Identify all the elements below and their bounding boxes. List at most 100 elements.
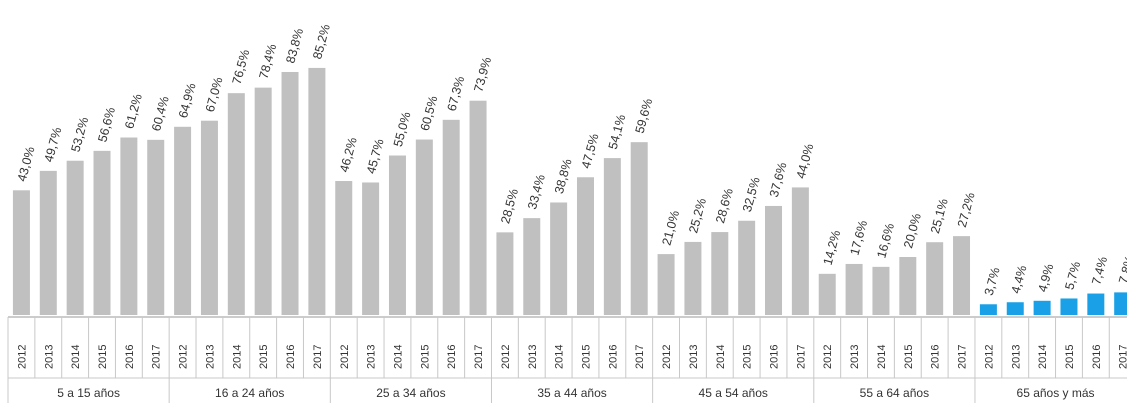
- value-label: 85,2%: [310, 23, 333, 61]
- value-label: 43,0%: [15, 145, 38, 183]
- value-label: 25,1%: [928, 197, 951, 235]
- group-label: 16 a 24 años: [215, 386, 284, 400]
- axis-grid: [8, 316, 1127, 379]
- bar-65-años-y-más-2014: [1033, 300, 1051, 315]
- bar-35-a-44-años-2012: [496, 232, 514, 315]
- bar-55-a-64-años-2014: [872, 266, 890, 315]
- year-tick-label: 2016: [1091, 345, 1103, 369]
- value-label: 17,6%: [847, 219, 870, 257]
- bar-45-a-54-años-2015: [738, 220, 756, 315]
- value-label: 47,5%: [579, 132, 602, 170]
- bar-25-a-34-años-2013: [362, 182, 380, 315]
- value-labels: 43,0%49,7% 53,2% 56,6% 61,2% 60,4% 64,9% 67,0%…: [15, 23, 1127, 297]
- group-label: 55 a 64 años: [860, 386, 929, 400]
- bar-45-a-54-años-2013: [684, 241, 702, 315]
- year-tick-label: 2012: [983, 345, 995, 369]
- value-label: 56,6%: [95, 106, 118, 144]
- year-tick-label: 2017: [634, 345, 646, 369]
- value-label: 54,1%: [606, 113, 629, 151]
- value-label: 4,4%: [1009, 264, 1030, 295]
- group-label: 5 a 15 años: [57, 386, 120, 400]
- bar-16-a-24-años-2017: [308, 67, 326, 315]
- value-label: 4,9%: [1035, 262, 1056, 293]
- value-label: 44,0%: [794, 142, 817, 180]
- bar-16-a-24-años-2015: [254, 87, 272, 315]
- bar-35-a-44-años-2015: [576, 177, 594, 315]
- year-tick-label: 2014: [715, 345, 727, 369]
- bar-55-a-64-años-2017: [953, 236, 971, 315]
- year-tick-label: 2015: [580, 345, 592, 369]
- value-label: 59,6%: [633, 97, 656, 135]
- group-label: 45 a 54 años: [699, 386, 768, 400]
- value-label: 55,0%: [391, 110, 414, 148]
- value-label: 64,9%: [176, 82, 199, 120]
- year-tick-label: 2012: [339, 345, 351, 369]
- year-tick-label: 2014: [554, 345, 566, 369]
- bar-25-a-34-años-2016: [442, 119, 460, 315]
- group-label: 35 a 44 años: [537, 386, 606, 400]
- group-label: 65 años y más: [1017, 386, 1095, 400]
- year-tick-label: 2016: [285, 345, 297, 369]
- year-tick-label: 2014: [392, 345, 404, 369]
- value-label: 25,2%: [686, 197, 709, 235]
- year-tick-label: 2012: [178, 345, 190, 369]
- value-label: 78,4%: [257, 43, 280, 81]
- bar-25-a-34-años-2014: [388, 155, 406, 315]
- year-tick-label: 2013: [527, 345, 539, 369]
- bar-35-a-44-años-2014: [550, 202, 568, 315]
- value-label: 67,0%: [203, 76, 226, 114]
- bar-5-a-15-años-2016: [120, 137, 138, 315]
- bar-55-a-64-años-2012: [818, 273, 836, 315]
- year-tick-label: 2015: [97, 345, 109, 369]
- year-tick-label: 2015: [903, 345, 915, 369]
- year-tick-label: 2013: [204, 345, 216, 369]
- bar-35-a-44-años-2013: [523, 218, 541, 315]
- bar-5-a-15-años-2015: [93, 150, 111, 315]
- bar-45-a-54-años-2016: [765, 205, 783, 315]
- bar-5-a-15-años-2017: [147, 139, 165, 315]
- value-label: 67,3%: [445, 75, 468, 113]
- value-label: 27,2%: [955, 191, 978, 229]
- year-tick-labels: 2012 2013 2014 2015 2016 2017 2012 2013 2014 2015…: [7, 317, 1127, 378]
- value-label: 28,5%: [498, 187, 521, 225]
- value-label: 73,9%: [471, 56, 494, 94]
- value-label: 61,2%: [122, 92, 145, 130]
- year-tick-label: 2014: [231, 345, 243, 369]
- year-tick-label: 2013: [1010, 345, 1022, 369]
- bar-55-a-64-años-2016: [926, 242, 944, 315]
- year-tick-label: 2015: [419, 345, 431, 369]
- value-label: 33,4%: [525, 173, 548, 211]
- value-label: 16,6%: [874, 222, 897, 260]
- year-tick-label: 2016: [124, 345, 136, 369]
- value-label: 60,5%: [418, 94, 441, 132]
- bar-45-a-54-años-2017: [791, 187, 809, 315]
- year-tick-label: 2014: [876, 345, 888, 369]
- bar-25-a-34-años-2012: [335, 181, 353, 315]
- value-label: 76,5%: [230, 48, 253, 86]
- year-tick-label: 2015: [1064, 345, 1076, 369]
- year-tick-label: 2016: [446, 345, 458, 369]
- value-label: 32,5%: [740, 176, 763, 214]
- value-label: 7,4%: [1089, 255, 1110, 286]
- value-label: 21,0%: [659, 209, 682, 247]
- value-label: 3,7%: [982, 266, 1003, 297]
- value-label: 7,8%: [1116, 254, 1127, 285]
- year-tick-label: 2017: [473, 345, 485, 369]
- year-tick-label: 2014: [1037, 345, 1049, 369]
- bar-16-a-24-años-2012: [174, 126, 192, 315]
- year-tick-label: 2016: [769, 345, 781, 369]
- year-tick-label: 2017: [957, 345, 969, 369]
- bar-45-a-54-años-2014: [711, 232, 729, 315]
- bar-55-a-64-años-2015: [899, 257, 917, 315]
- year-tick-label: 2017: [151, 345, 163, 369]
- bar-5-a-15-años-2012: [12, 190, 30, 315]
- bar-65-años-y-más-2017: [1114, 292, 1127, 315]
- bar-45-a-54-años-2012: [657, 254, 675, 315]
- value-label: 46,2%: [337, 136, 360, 174]
- value-label: 38,8%: [552, 157, 575, 195]
- year-tick-label: 2014: [70, 345, 82, 369]
- year-tick-label: 2016: [930, 345, 942, 369]
- year-tick-label: 2015: [258, 345, 270, 369]
- bar-65-años-y-más-2013: [1006, 302, 1024, 315]
